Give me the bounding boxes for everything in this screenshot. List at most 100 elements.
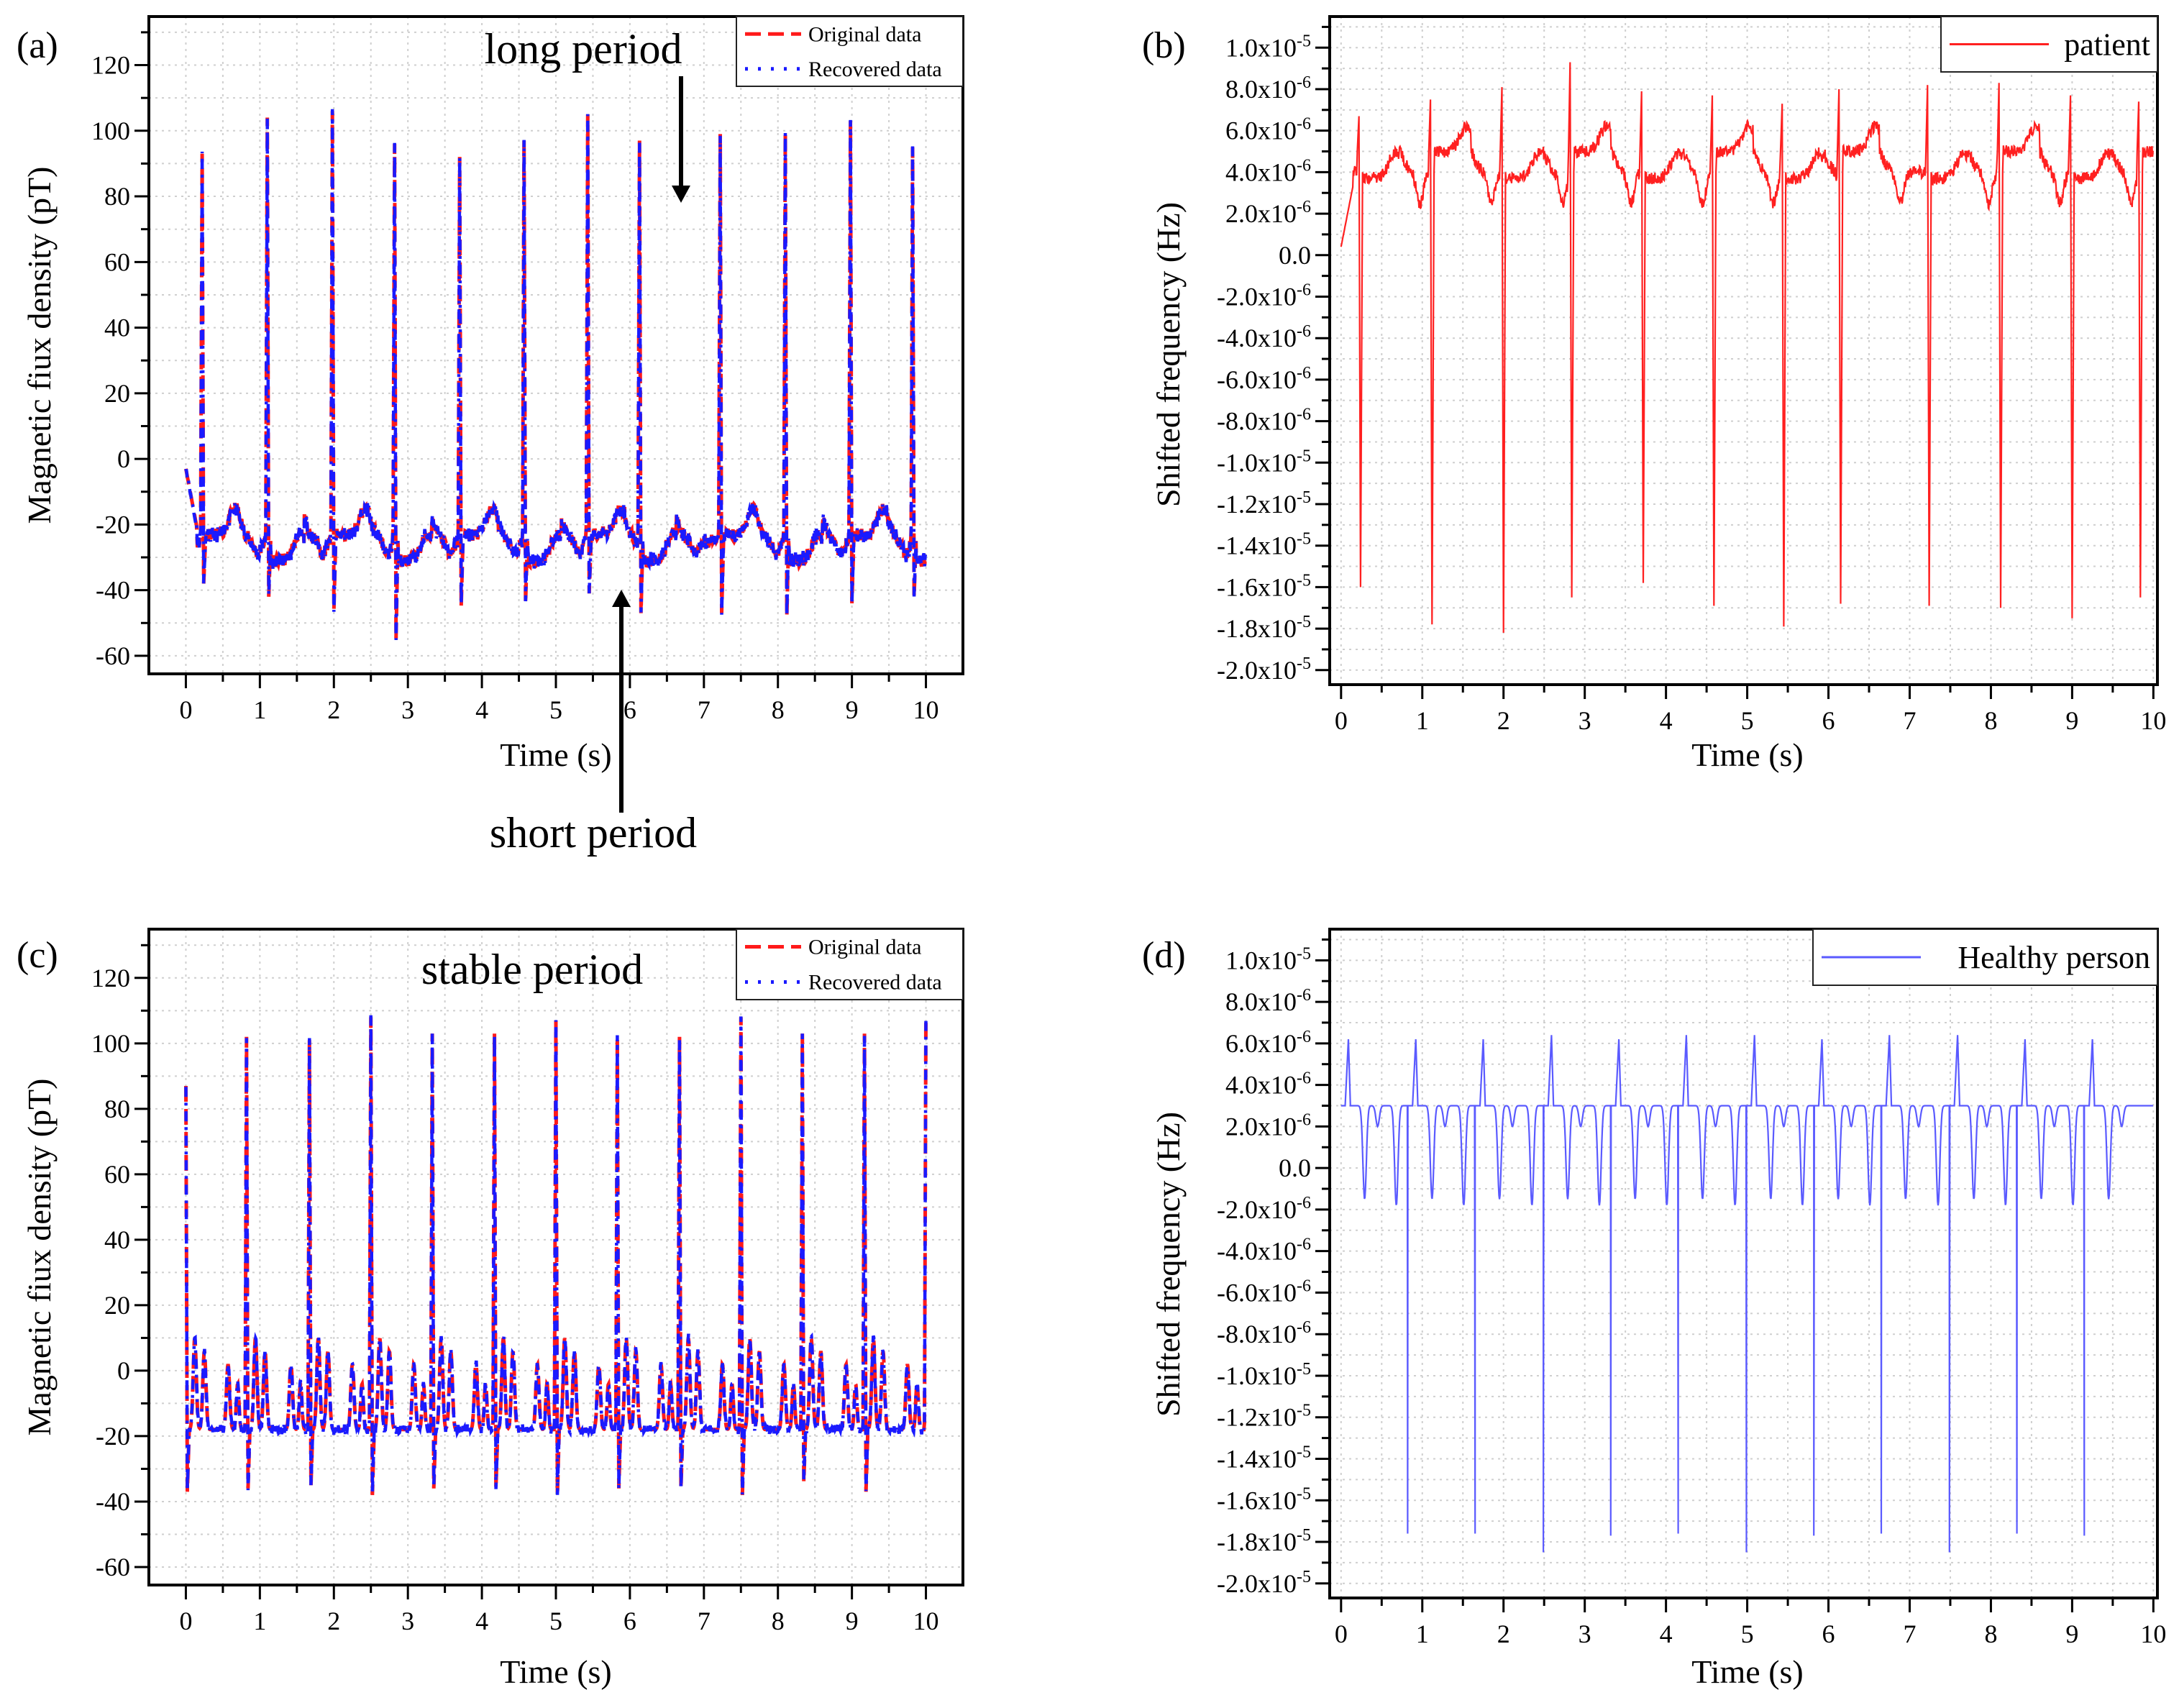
legend-entry-label: Recovered data [808,58,942,81]
tick-mantissa: -1.4x10 [1217,1444,1297,1473]
tick-exponent: -6 [1297,280,1311,299]
legend: patient [1941,17,2157,72]
x-tick-label: 3 [1579,706,1591,735]
y-tick-label: 1.0x10-5 [1225,32,1311,62]
annotation-stable-period: stable period [421,946,643,993]
tick-mantissa: 4.0x10 [1225,1071,1297,1100]
x-tick-label: 9 [2065,706,2078,735]
x-tick-label: 10 [913,695,939,724]
x-axis-label: Time (s) [1691,736,1804,773]
y-tick-label: 80 [104,182,130,211]
y-tick-label: -20 [96,1422,130,1451]
y-tick-label: -2.0x10-5 [1217,654,1311,685]
tick-exponent: -5 [1297,447,1311,465]
tick-mantissa: -1.8x10 [1217,1527,1297,1556]
tick-mantissa: -1.2x10 [1217,490,1297,519]
y-tick-label: 0 [117,1356,130,1385]
y-tick-label: 8.0x10-6 [1225,73,1311,104]
y-tick-label: 6.0x10-6 [1225,1028,1311,1058]
y-tick-label: -2.0x10-5 [1217,1568,1311,1598]
x-tick-label: 4 [475,695,488,724]
y-tick-label: 100 [91,117,130,145]
y-tick-label: -4.0x10-6 [1217,322,1311,352]
tick-mantissa: -4.0x10 [1217,1237,1297,1266]
tick-exponent: -5 [1297,530,1311,549]
arrow-down-icon [672,76,690,203]
y-tick-label: -40 [96,1487,130,1516]
grid [1330,929,2157,1598]
panel-label: (c) [17,935,58,976]
tick-mantissa: 8.0x10 [1225,987,1297,1016]
x-tick-label: 3 [401,695,414,724]
tick-mantissa: -1.4x10 [1217,531,1297,560]
x-tick-label: 10 [2140,706,2166,735]
x-tick-label: 3 [401,1607,414,1635]
x-tick-label: 4 [1660,1620,1673,1648]
y-axis-label: Magnetic fiux density (pT) [21,167,58,524]
tick-exponent: -6 [1297,1069,1311,1088]
figure: 0 1 2 3 4 5 6 7 8 9 10-60-40-20020406080100120(a)M… [0,0,2179,1708]
x-tick-label: 6 [623,695,636,724]
x-axis-label: Time (s) [500,736,612,773]
panel-label: (b) [1142,25,1186,66]
tick-exponent: -5 [1297,1402,1311,1420]
x-tick-label: 7 [1903,706,1916,735]
series-original-data [186,111,926,639]
tick-mantissa: 2.0x10 [1225,1112,1297,1141]
tick-mantissa: -1.6x10 [1217,572,1297,601]
tick-mantissa: -1.2x10 [1217,1403,1297,1432]
y-tick-label: 60 [104,1160,130,1189]
chart-panel-b: 0 1 2 3 4 5 6 7 8 9 101.0x10-58.0x10-66.0x10-64.0x… [1142,17,2166,773]
x-tick-label: 1 [253,1607,266,1635]
x-tick-label: 0 [179,1607,192,1635]
x-tick-label: 8 [1984,1620,1997,1648]
annotation-long-period: long period [485,25,682,73]
tick-mantissa: 0.0 [1279,241,1311,270]
tick-exponent: -6 [1297,1194,1311,1213]
tick-exponent: -5 [1297,32,1311,50]
x-tick-label: 5 [549,1607,562,1635]
grid [1330,17,2157,685]
tick-mantissa: -6.0x10 [1217,1278,1297,1307]
tick-mantissa: -4.0x10 [1217,324,1297,352]
tick-mantissa: 1.0x10 [1225,33,1297,62]
tick-exponent: -6 [1297,156,1311,175]
tick-mantissa: -1.8x10 [1217,614,1297,643]
y-tick-label: -1.4x10-5 [1217,530,1311,560]
y-tick-label: 4.0x10-6 [1225,156,1311,186]
y-tick-label: 8.0x10-6 [1225,986,1311,1016]
tick-exponent: -6 [1297,198,1311,216]
legend: Original data Recovered data [736,929,963,1000]
chart-panel-a: 0 1 2 3 4 5 6 7 8 9 10-60-40-20020406080100120(a)M… [17,17,963,773]
y-tick-label: 2.0x10-6 [1225,198,1311,228]
tick-exponent: -5 [1297,1360,1311,1379]
y-tick-label: -1.6x10-5 [1217,1484,1311,1515]
x-tick-label: 0 [1335,1620,1348,1648]
tick-mantissa: -2.0x10 [1217,1569,1297,1598]
x-tick-label: 0 [179,695,192,724]
y-tick-label: 100 [91,1029,130,1058]
chart-panel-c: 0 1 2 3 4 5 6 7 8 9 10-60-40-20020406080100120(c)M… [17,929,963,1690]
legend-entry-label: patient [2064,27,2150,63]
x-tick-label: 9 [846,695,859,724]
y-tick-label: 0.0 [1279,241,1311,270]
y-axis-label: Shifted frequency (Hz) [1150,202,1187,507]
x-tick-label: 7 [698,1607,711,1635]
tick-mantissa: -2.0x10 [1217,1195,1297,1224]
tick-exponent: -6 [1297,986,1311,1005]
tick-mantissa: 8.0x10 [1225,75,1297,104]
legend-entry-label: Original data [808,22,921,46]
x-tick-label: 1 [1416,706,1429,735]
chart-panel-d: 0 1 2 3 4 5 6 7 8 9 101.0x10-58.0x10-66.0x10-64.0x… [1142,929,2166,1690]
tick-exponent: -5 [1297,1526,1311,1545]
y-tick-label: -1.0x10-5 [1217,447,1311,477]
y-tick-label: -2.0x10-6 [1217,1194,1311,1224]
x-tick-label: 2 [1497,706,1510,735]
y-tick-label: 0.0 [1279,1154,1311,1182]
y-tick-label: 40 [104,1225,130,1254]
tick-exponent: -6 [1297,1277,1311,1295]
tick-mantissa: 4.0x10 [1225,157,1297,186]
y-tick-label: -4.0x10-6 [1217,1236,1311,1266]
axes-frame [1330,17,2157,685]
tick-mantissa: -1.0x10 [1217,448,1297,477]
